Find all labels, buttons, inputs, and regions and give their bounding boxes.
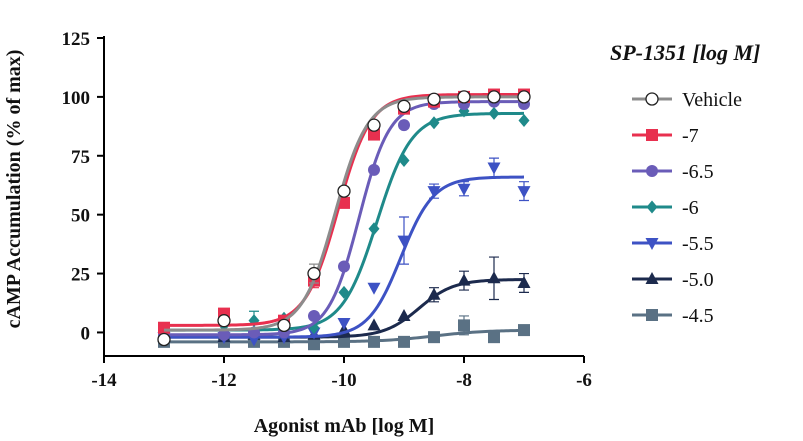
legend-marker [645,238,659,250]
legend-label: -5.5 [682,233,714,255]
data-point [277,318,291,333]
data-point [338,260,350,273]
data-point [338,285,350,299]
x-tick-label: -14 [91,370,117,391]
data-point [457,183,471,196]
x-tick-label: -12 [211,370,236,391]
y-tick-label: 50 [71,206,90,227]
data-point [338,196,350,209]
data-point [308,338,320,351]
data-point [457,273,471,286]
data-point [488,106,500,120]
data-point [218,328,230,341]
x-tick-label: -8 [456,370,472,391]
data-point [157,332,171,347]
plot-area [157,88,531,351]
legend-item: -5.5 [632,233,714,255]
series-0 [157,90,531,347]
data-point [487,162,501,175]
data-point [368,335,380,348]
data-point [457,90,471,104]
data-point [517,186,531,199]
data-point [427,92,441,106]
legend-label: -7 [682,125,699,147]
y-tick-label: 0 [81,323,91,344]
data-point [397,308,411,321]
data-point [397,99,411,113]
data-point [517,275,531,288]
y-axis-label: cAMP Accumulation (% of max) [3,50,25,329]
legend-marker [646,165,658,177]
legend-marker [645,92,659,106]
legend-marker [646,129,658,141]
legend-item: -4.5 [632,305,714,327]
data-point [517,90,531,104]
data-point [368,128,380,141]
legend-items: Vehicle -7 -6.5 -6 -5.5 -5.0 -4.5 [632,89,742,327]
axes: -14 -12 -10 -8 -6 0 25 50 75 100 125 [62,29,592,391]
x-tick-label: -10 [331,370,356,391]
data-point [217,314,231,328]
data-point [398,153,410,167]
data-point [367,282,381,295]
data-point [427,186,441,199]
data-point [518,113,530,127]
x-ticks: -14 -12 -10 -8 -6 [91,356,592,391]
data-point [368,222,380,236]
data-point [398,119,410,132]
data-point [428,331,440,344]
data-point [308,309,320,322]
legend-item: -6.5 [632,161,714,183]
y-tick-label: 100 [62,88,91,109]
data-point [367,318,381,331]
x-axis-label: Agonist mAb [log M] [254,415,435,437]
legend-marker [646,200,658,214]
legend-title: SP-1351 [log M] [610,40,760,65]
legend-item: -6 [632,197,699,219]
legend-label: -4.5 [682,305,714,327]
data-point [247,334,261,347]
legend-label: Vehicle [682,89,742,111]
legend-item: -7 [632,125,699,147]
legend-item: -5.0 [632,269,714,291]
y-tick-label: 25 [71,265,90,286]
y-tick-label: 75 [71,147,90,168]
y-tick-label: 125 [62,29,91,50]
data-point [488,331,500,344]
data-point [487,90,501,104]
data-point [337,184,351,198]
data-point [458,319,470,332]
legend-label: -6.5 [682,161,714,183]
data-point [338,335,350,348]
x-tick-label: -6 [576,370,592,391]
data-point [337,318,351,331]
legend-item: Vehicle [632,89,742,111]
data-point [427,287,441,300]
data-point [428,116,440,130]
data-point [367,118,381,132]
data-point [307,266,321,281]
legend-marker [646,309,658,321]
legend-label: -6 [682,197,699,219]
y-ticks: 0 25 50 75 100 125 [62,29,104,344]
data-point [368,163,380,176]
data-point [158,321,170,334]
legend-label: -5.0 [682,269,714,291]
data-point [398,335,410,348]
data-point [518,324,530,337]
data-point [487,271,501,284]
data-point [397,235,411,248]
legend: SP-1351 [log M] Vehicle -7 -6.5 -6 -5.5 -5.0 -… [610,40,760,327]
series-3 [158,104,530,337]
legend-marker [645,272,659,284]
